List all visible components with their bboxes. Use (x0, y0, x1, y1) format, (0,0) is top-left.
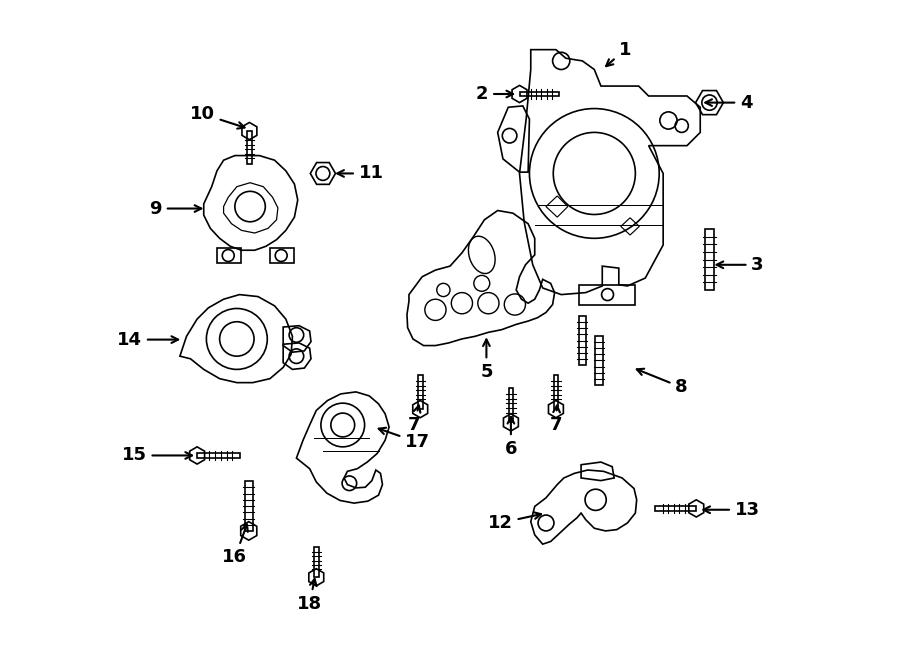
Text: 7: 7 (550, 406, 562, 434)
Bar (579, 316, 586, 365)
Text: 16: 16 (222, 524, 248, 567)
Text: 15: 15 (122, 446, 192, 465)
Text: 14: 14 (117, 330, 178, 349)
Bar (579, 285, 635, 305)
Bar (217, 248, 241, 263)
Text: 4: 4 (706, 93, 752, 112)
Text: 13: 13 (704, 500, 760, 519)
Text: 10: 10 (190, 105, 245, 128)
Bar (706, 229, 714, 290)
Text: 2: 2 (476, 85, 513, 103)
Text: 6: 6 (505, 417, 518, 458)
Text: 9: 9 (149, 199, 202, 218)
Text: 3: 3 (716, 256, 764, 274)
Text: 7: 7 (408, 405, 420, 434)
Text: 8: 8 (637, 369, 688, 397)
Text: 17: 17 (379, 428, 430, 451)
Text: 1: 1 (606, 40, 631, 66)
Bar (245, 481, 253, 531)
Text: 11: 11 (338, 164, 383, 183)
Bar (595, 336, 603, 385)
Bar (270, 248, 293, 263)
Text: 18: 18 (297, 579, 322, 613)
Text: 5: 5 (481, 340, 492, 381)
Text: 12: 12 (488, 512, 541, 532)
